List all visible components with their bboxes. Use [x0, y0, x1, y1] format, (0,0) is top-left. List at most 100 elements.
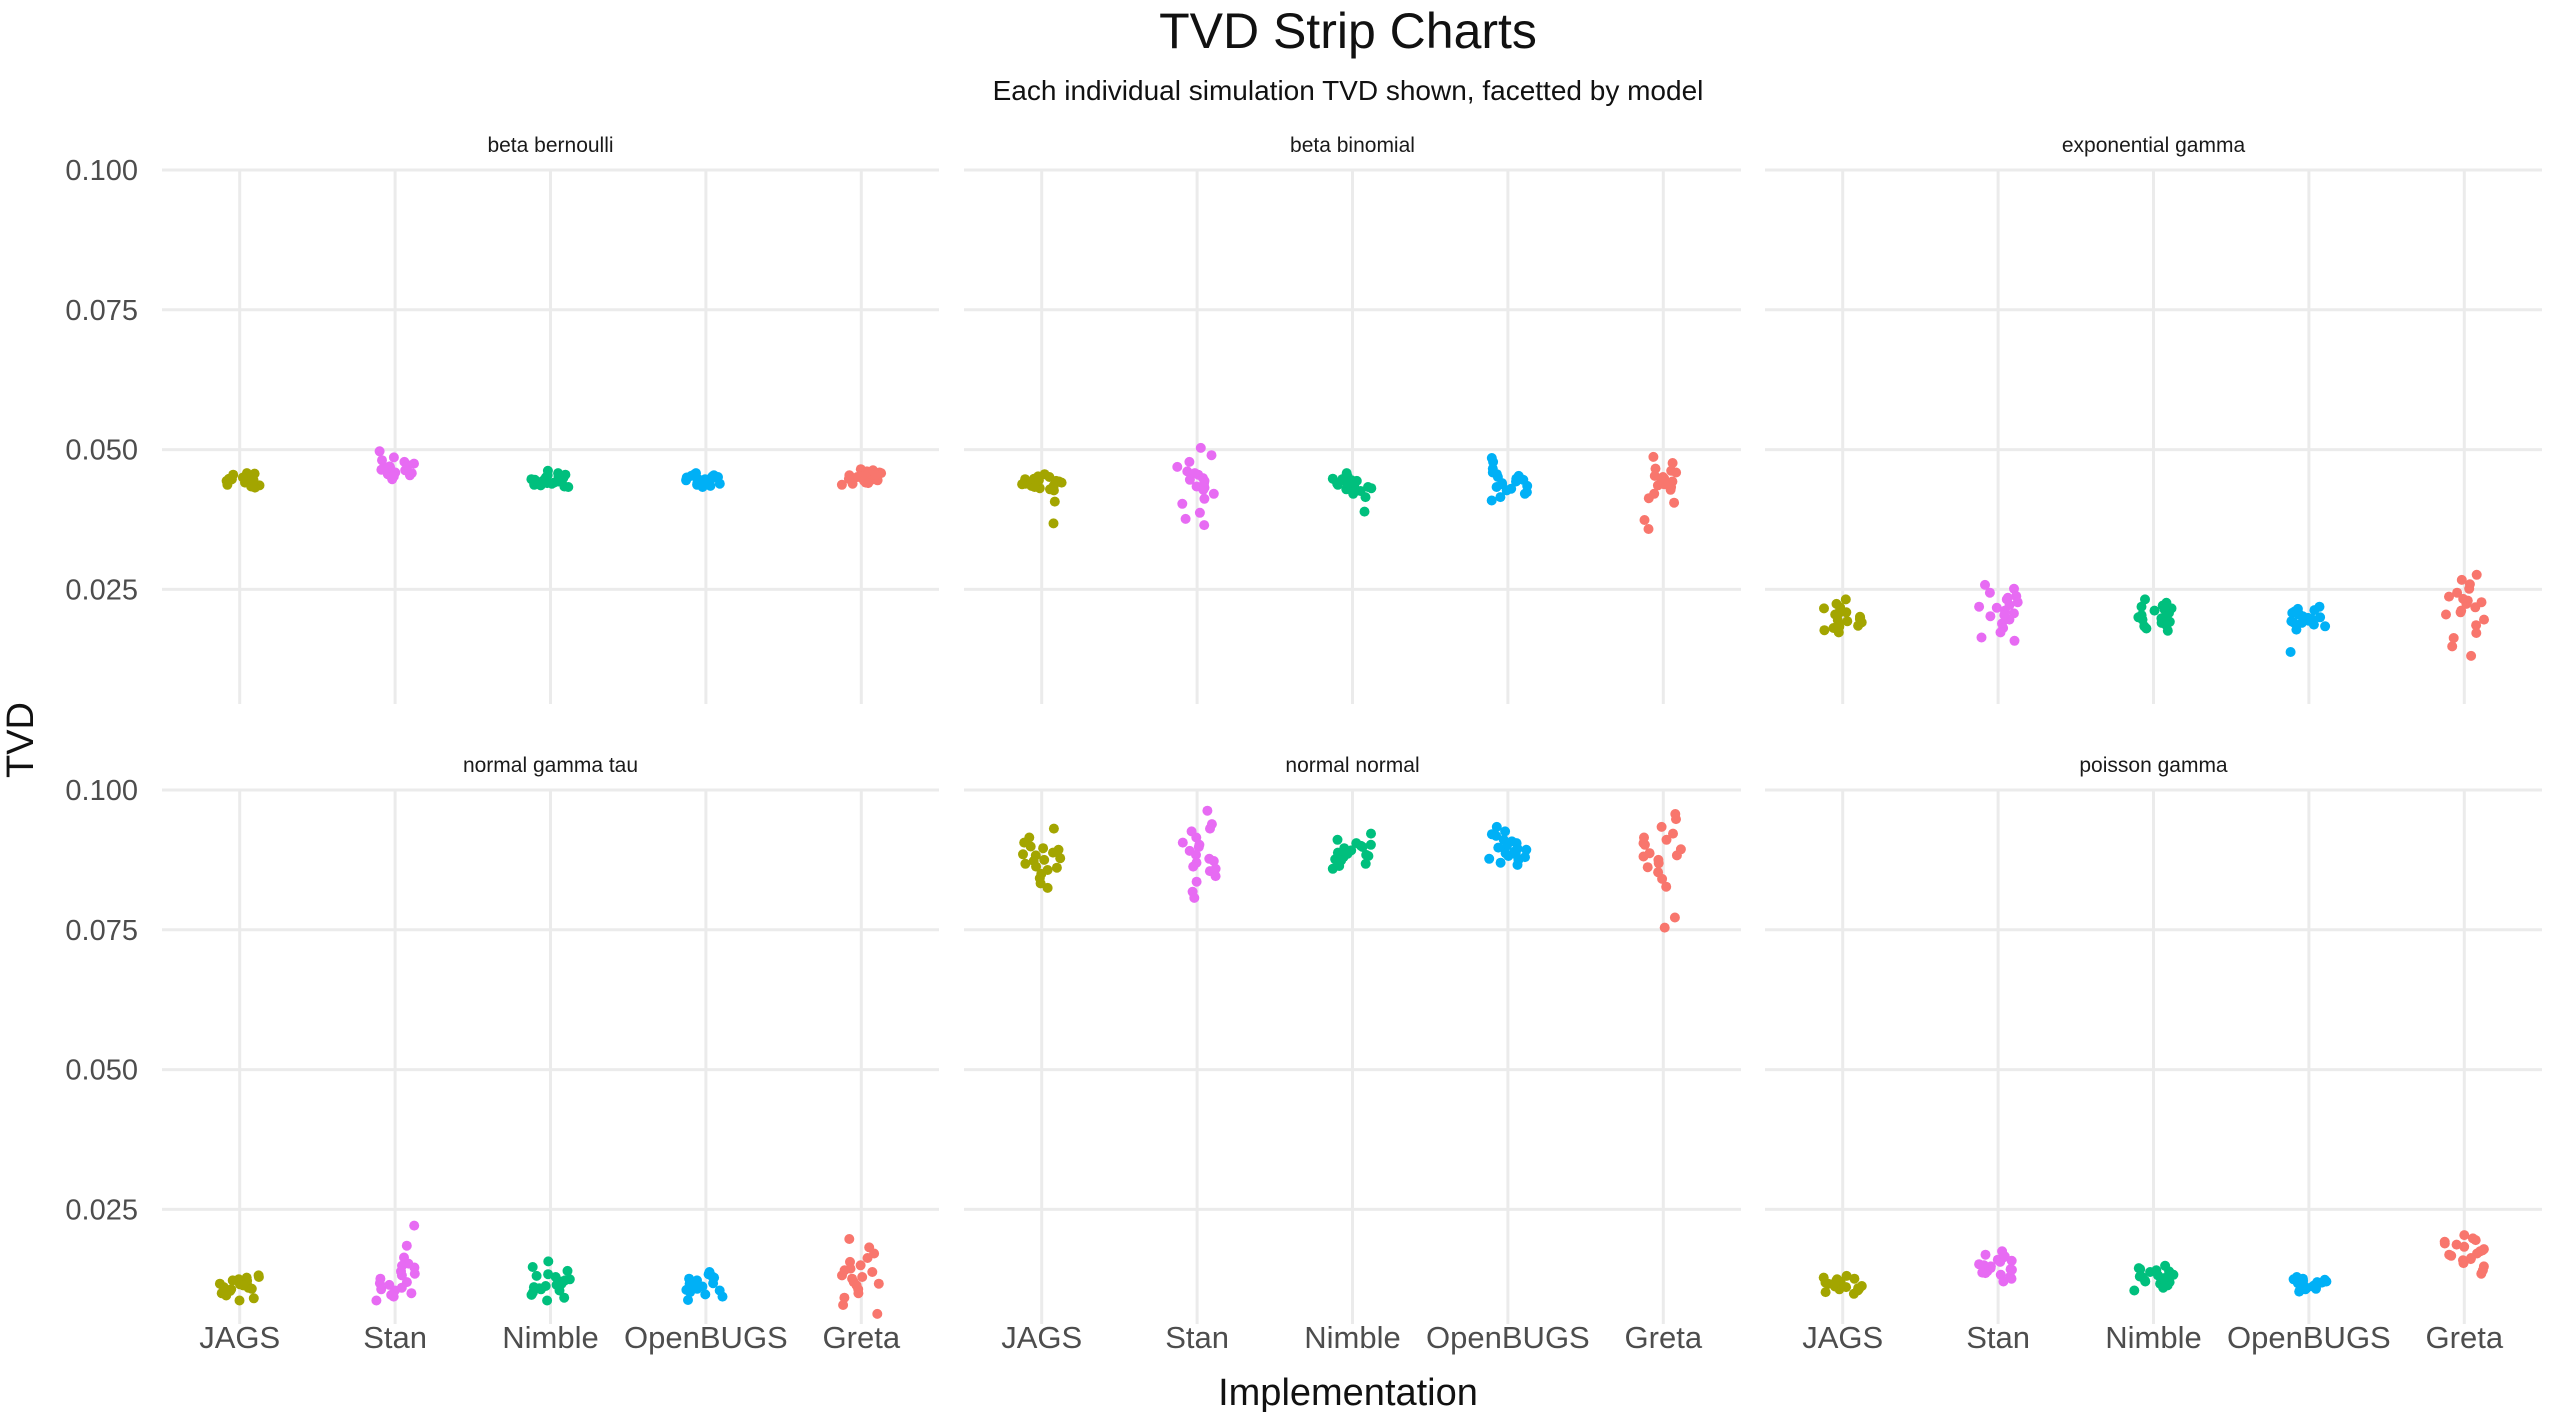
- y-tick-label: 0.075: [65, 915, 138, 947]
- data-point: [2471, 620, 2482, 631]
- data-point: [2012, 597, 2023, 608]
- data-point: [1841, 607, 1852, 618]
- data-point: [1985, 611, 1996, 622]
- data-point: [1999, 1251, 2010, 1262]
- data-point: [1652, 480, 1663, 491]
- data-point: [2448, 633, 2459, 643]
- data-point: [234, 1295, 245, 1306]
- data-point: [1977, 1267, 1988, 1278]
- data-point: [1671, 814, 1681, 825]
- data-point: [1648, 451, 1659, 462]
- data-point: [836, 479, 847, 490]
- data-point: [1991, 602, 2002, 613]
- y-tick-label: 0.025: [65, 574, 138, 606]
- data-point: [2136, 601, 2147, 612]
- data-point: [872, 1308, 883, 1319]
- data-point: [1184, 474, 1195, 485]
- data-point: [1495, 857, 1506, 868]
- data-point: [1659, 922, 1670, 933]
- data-point: [2297, 1281, 2308, 1291]
- data-point: [1048, 847, 1058, 858]
- data-point: [838, 1300, 849, 1310]
- data-point: [1638, 851, 1649, 862]
- data-point: [1663, 477, 1674, 488]
- data-point: [1055, 853, 1066, 864]
- data-point: [1819, 603, 1829, 614]
- data-point: [562, 1265, 573, 1276]
- data-point: [2466, 650, 2477, 661]
- data-point: [400, 465, 411, 476]
- data-point: [1668, 828, 1678, 839]
- data-point: [2129, 1285, 2140, 1296]
- data-point: [1210, 871, 1221, 882]
- data-point: [2161, 611, 2172, 622]
- data-point: [1360, 858, 1371, 869]
- data-point: [2439, 1238, 2450, 1249]
- data-point: [843, 473, 854, 484]
- facet-panel-normal-normal: normal normal JAGS Stan Nimble OpenBUGS Greta: [964, 754, 1741, 1355]
- data-point: [862, 1253, 873, 1263]
- point-series-stan: [1177, 805, 1221, 903]
- data-point: [1819, 625, 1830, 636]
- data-point: [1363, 851, 1374, 861]
- point-series-greta: [837, 1234, 884, 1319]
- data-point: [1208, 856, 1219, 866]
- x-tick-label: JAGS: [1001, 1320, 1082, 1355]
- data-point: [681, 472, 692, 483]
- data-point: [1667, 458, 1678, 468]
- y-axis-label: TVD: [0, 702, 42, 778]
- data-point: [697, 1281, 708, 1292]
- point-series-stan: [1172, 442, 1219, 531]
- facet-strip-label: normal gamma tau: [463, 754, 638, 777]
- data-point: [1045, 484, 1055, 495]
- data-point: [1205, 823, 1215, 834]
- data-point: [1484, 853, 1495, 864]
- data-point: [707, 471, 718, 482]
- data-point: [1018, 849, 1028, 860]
- data-point: [2168, 1269, 2179, 1280]
- data-point: [853, 1288, 864, 1299]
- data-point: [1199, 493, 1210, 504]
- point-series-nimble: [526, 465, 574, 492]
- data-point: [1495, 492, 1506, 503]
- data-point: [1500, 826, 1511, 837]
- x-tick-label: Nimble: [1304, 1320, 1400, 1355]
- data-point: [388, 471, 399, 482]
- data-point: [1486, 495, 1497, 506]
- data-point: [2459, 1241, 2470, 1252]
- chart-title: TVD Strip Charts: [1159, 3, 1537, 59]
- point-series-nimble: [1327, 828, 1376, 874]
- data-point: [560, 1275, 570, 1286]
- data-point: [1840, 594, 1851, 605]
- data-point: [863, 478, 874, 489]
- data-point: [374, 446, 385, 457]
- data-point: [1512, 859, 1523, 870]
- data-point: [1194, 507, 1205, 518]
- x-tick-label: Stan: [363, 1320, 427, 1355]
- data-point: [1342, 848, 1353, 859]
- data-point: [1832, 615, 1843, 626]
- facet-strip-label: beta binomial: [1290, 134, 1415, 157]
- data-point: [1642, 862, 1653, 873]
- data-point: [2447, 641, 2458, 652]
- data-point: [2452, 587, 2463, 598]
- data-point: [1049, 496, 1060, 507]
- data-point: [681, 1284, 692, 1295]
- data-point: [1327, 863, 1338, 874]
- data-point: [371, 1295, 382, 1306]
- data-point: [701, 479, 712, 490]
- point-series-nimble: [1327, 468, 1377, 517]
- data-point: [1206, 450, 1217, 461]
- y-tick-label: 0.050: [65, 435, 138, 467]
- data-point: [2441, 609, 2451, 620]
- data-point: [1351, 475, 1362, 486]
- x-tick-label: Stan: [1165, 1320, 1229, 1355]
- data-point: [1998, 1276, 2009, 1287]
- data-point: [1666, 465, 1677, 476]
- data-point: [559, 1292, 570, 1303]
- data-point: [218, 1282, 229, 1293]
- point-series-nimble: [2133, 594, 2177, 636]
- point-series-nimble: [2129, 1260, 2179, 1296]
- data-point: [855, 1260, 866, 1271]
- x-tick-label: Greta: [2426, 1320, 2504, 1355]
